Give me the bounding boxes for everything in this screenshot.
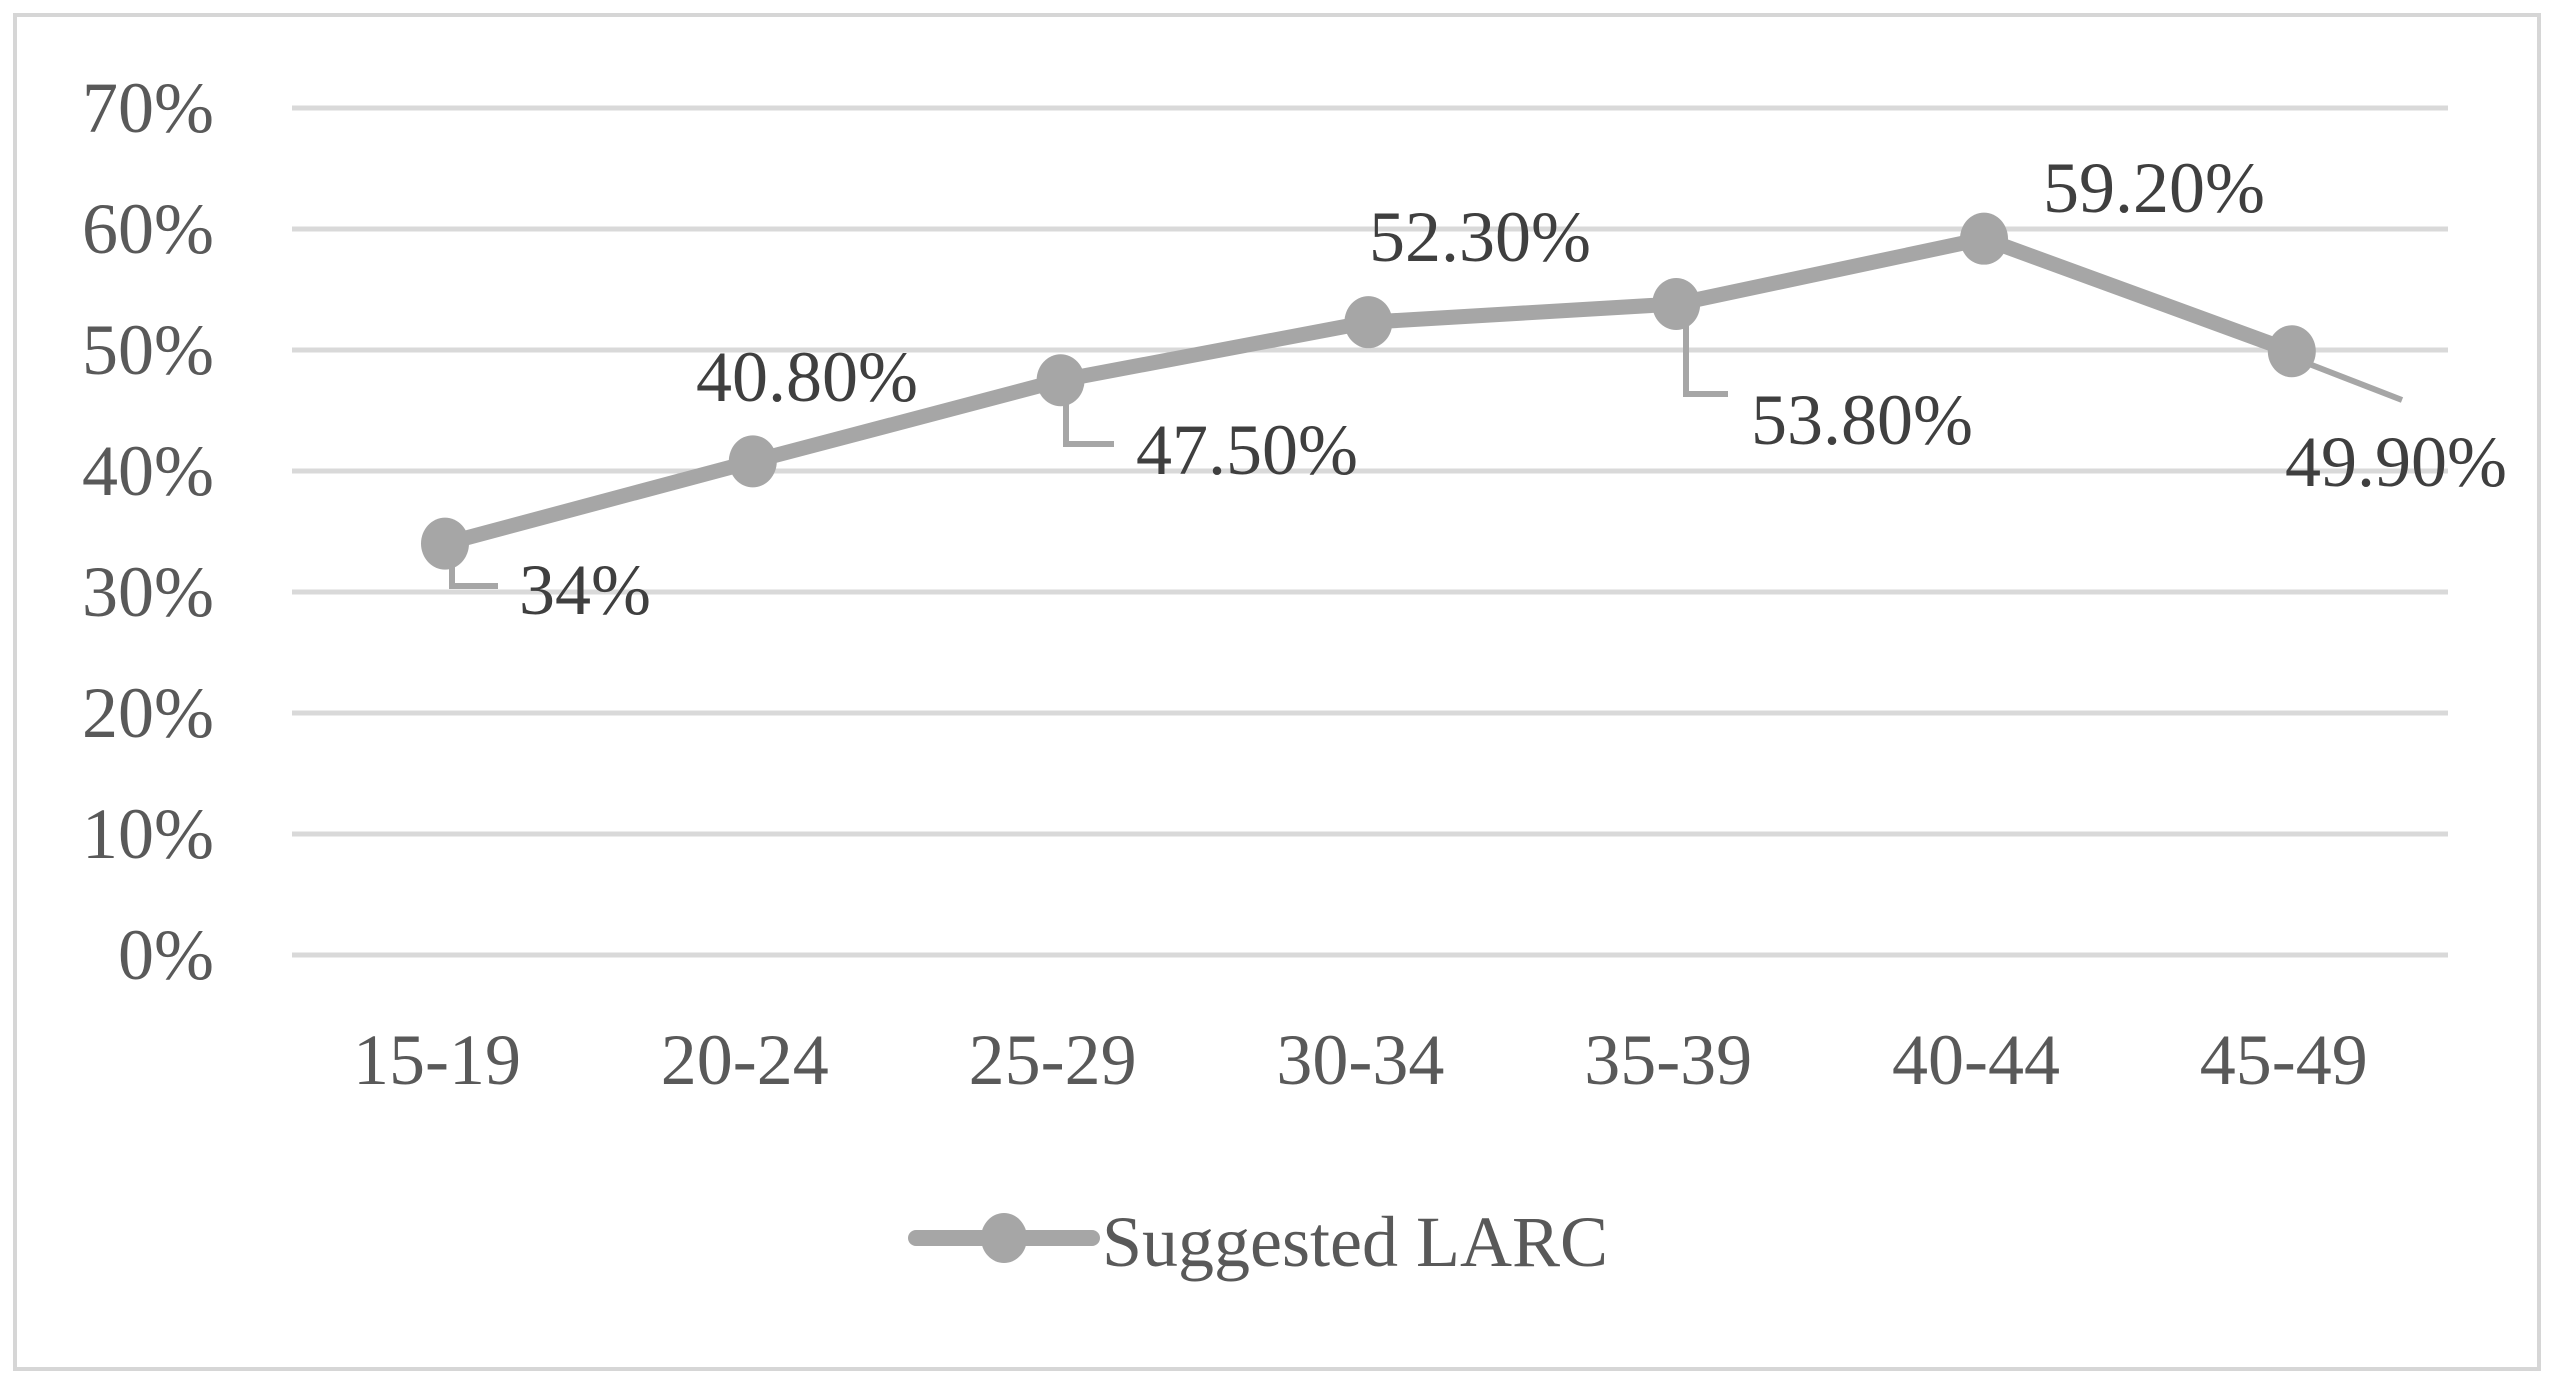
legend-marker-sample: [981, 1213, 1027, 1263]
y-axis-tick-label: 60%: [82, 189, 214, 269]
x-axis-tick-label: 30-34: [1276, 1020, 1445, 1100]
x-axis-tick-label: 20-24: [660, 1020, 829, 1100]
x-axis-tick-label: 15-19: [353, 1020, 521, 1100]
data-label-leader-line: [1063, 392, 1114, 447]
data-point-marker: [1344, 296, 1393, 349]
x-axis-tick-label: 25-29: [968, 1020, 1137, 1100]
data-point-value-label: 40.80%: [696, 337, 918, 417]
x-axis-tick-label: 45-49: [2199, 1020, 2368, 1100]
data-point-marker: [421, 517, 469, 570]
data-point-value-label: 47.50%: [1136, 410, 1358, 490]
legend-label-suggested-larc: Suggested LARC: [1102, 1202, 1609, 1282]
data-point-value-label: 59.20%: [2043, 148, 2265, 228]
data-point-marker: [2267, 325, 2316, 378]
y-axis-tick-label: 0%: [118, 915, 214, 995]
y-axis-tick-label: 10%: [82, 794, 214, 874]
y-axis-tick-label: 20%: [82, 673, 214, 753]
data-point-marker: [1036, 354, 1085, 407]
x-axis-tick-label: 40-44: [1892, 1020, 2060, 1100]
data-point-marker: [728, 435, 777, 488]
data-point-marker: [1960, 212, 2008, 265]
chart-outer-border: [13, 13, 2541, 1371]
y-axis-tick-label: 50%: [82, 310, 214, 390]
data-point-value-label: 52.30%: [1369, 197, 1591, 277]
data-label-leader-line: [1683, 316, 1728, 397]
y-axis-tick-label: 40%: [82, 431, 214, 511]
data-point-marker: [1652, 278, 1701, 331]
data-point-value-label: 53.80%: [1751, 380, 1973, 460]
y-axis-tick-label: 70%: [82, 68, 214, 148]
x-axis-tick-label: 35-39: [1584, 1020, 1753, 1100]
data-point-value-label: 49.90%: [2285, 422, 2507, 502]
data-label-leader-line: [2302, 359, 2404, 403]
y-axis-tick-label: 30%: [82, 552, 214, 632]
data-point-value-label: 34%: [519, 550, 651, 630]
